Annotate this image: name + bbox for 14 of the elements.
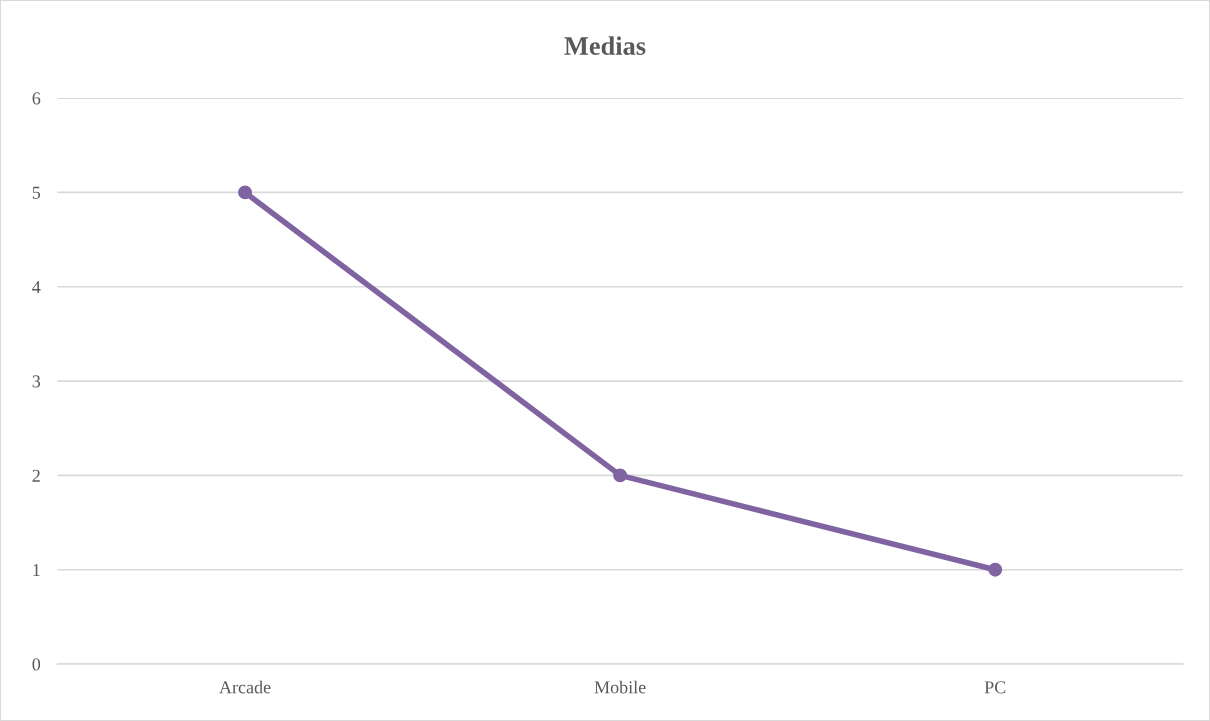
x-tick-label: PC (984, 681, 1006, 694)
y-tick-label: 0 (32, 658, 41, 671)
chart-title: Medias (564, 36, 646, 55)
y-tick-label: 1 (33, 564, 40, 576)
point (238, 185, 252, 200)
x-tick-label: Mobile (594, 680, 646, 694)
y-tick-label: 6 (32, 92, 41, 105)
point (613, 468, 628, 483)
point (988, 562, 1003, 577)
y-tick-label: 4 (32, 281, 41, 293)
x-tick-label: Arcade (219, 680, 271, 694)
y-tick-label: 3 (32, 375, 41, 388)
y-tick-label: 2 (32, 469, 40, 482)
y-tick-label: 5 (32, 186, 41, 199)
